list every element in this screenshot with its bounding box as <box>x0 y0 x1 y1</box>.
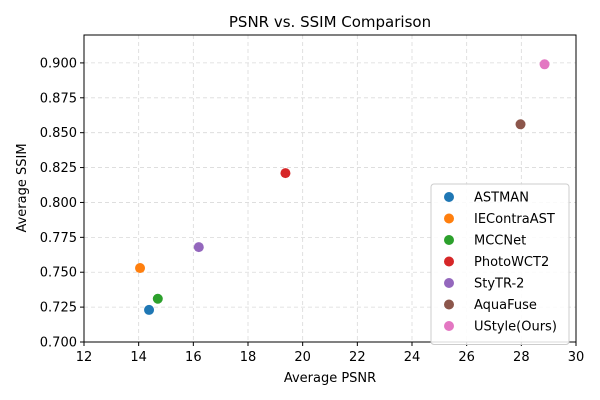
y-axis-label: Average SSIM <box>15 143 30 232</box>
legend-label: AquaFuse <box>474 298 537 313</box>
chart-title: PSNR vs. SSIM Comparison <box>229 13 431 31</box>
y-tick-label: 0.850 <box>40 126 77 141</box>
x-tick-label: 30 <box>568 350 585 365</box>
x-tick-label: 12 <box>76 350 93 365</box>
legend-marker <box>444 321 454 331</box>
x-tick-label: 28 <box>513 350 530 365</box>
plot-frame <box>83 34 577 343</box>
legend-label: IEContraAST <box>474 212 555 227</box>
data-point <box>515 119 526 130</box>
legend-label: UStyle(Ours) <box>474 320 557 335</box>
data-point <box>152 293 163 304</box>
legend: ASTMAN IEContraAST MCCNet PhotoWCT2 StyTR-2 A… <box>430 183 570 345</box>
legend-marker <box>444 235 454 245</box>
data-points <box>135 59 550 315</box>
data-point <box>135 263 146 274</box>
legend-label: ASTMAN <box>474 191 529 206</box>
y-tick-label: 0.875 <box>40 91 77 106</box>
data-point <box>144 304 155 315</box>
legend-box <box>430 183 570 345</box>
legend-marker <box>444 192 454 202</box>
x-tick-label: 24 <box>404 350 421 365</box>
data-point <box>280 168 291 179</box>
x-tick-label: 16 <box>185 350 202 365</box>
legend-label: StyTR-2 <box>474 277 524 292</box>
legend-label: MCCNet <box>474 234 526 249</box>
x-axis-label: Average PSNR <box>284 371 376 386</box>
y-tick-label: 0.750 <box>40 266 77 281</box>
legend-marker <box>444 213 454 224</box>
legend-label: PhotoWCT2 <box>474 255 549 270</box>
legend-marker <box>444 299 454 310</box>
x-tick-label: 26 <box>458 350 475 365</box>
y-axis-ticks: 0.700 0.725 0.750 0.775 0.800 0.825 0.850 0.875… <box>40 56 84 351</box>
y-tick-label: 0.775 <box>40 231 77 246</box>
y-tick-label: 0.800 <box>40 196 77 211</box>
y-tick-label: 0.825 <box>40 161 77 176</box>
data-point <box>539 59 550 70</box>
x-tick-label: 14 <box>130 350 147 365</box>
x-tick-label: 20 <box>294 350 311 365</box>
x-tick-label: 22 <box>349 350 366 365</box>
data-point <box>193 242 204 253</box>
y-tick-label: 0.700 <box>40 336 77 351</box>
x-axis-ticks: 12 14 16 18 20 22 24 26 28 30 <box>76 342 585 365</box>
legend-marker <box>444 278 454 288</box>
x-tick-label: 18 <box>240 350 257 365</box>
legend-marker <box>444 256 454 267</box>
y-tick-label: 0.725 <box>40 301 77 316</box>
y-tick-label: 0.900 <box>40 56 77 71</box>
